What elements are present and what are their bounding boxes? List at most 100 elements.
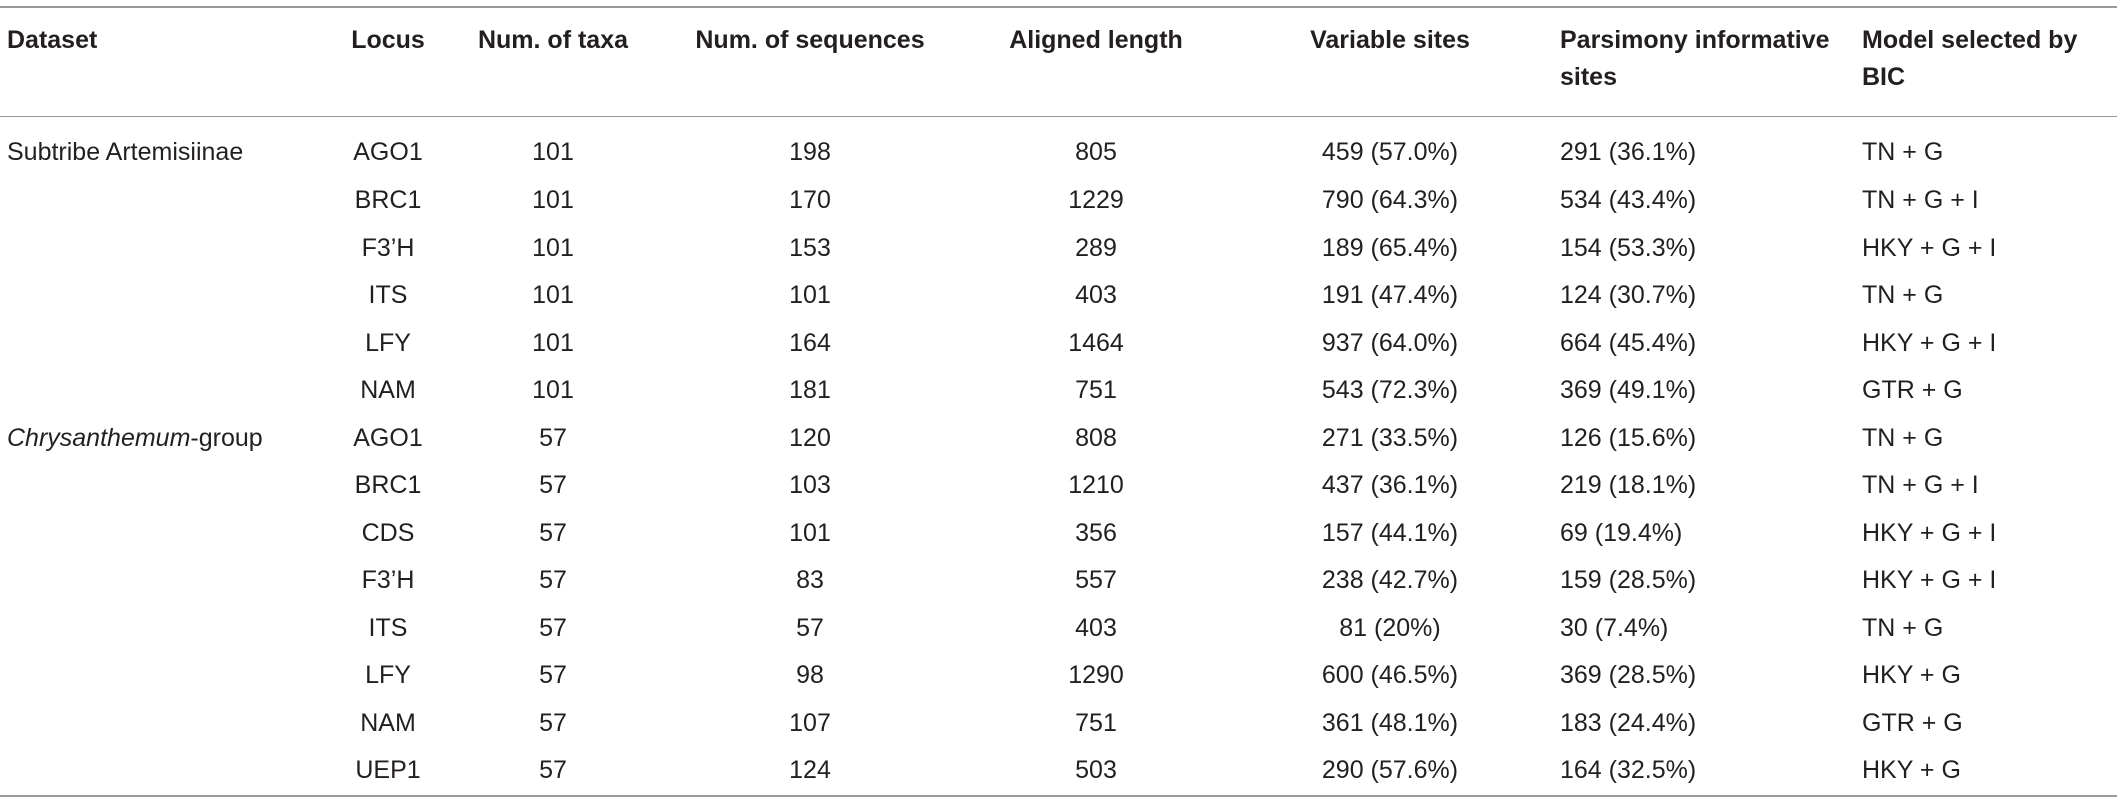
dataset-cell [0, 557, 330, 605]
table-cell: 600 (46.5%) [1321, 661, 1459, 690]
table-cell: 57 [539, 756, 567, 785]
table-row: Subtribe Artemisiinae AGO1 101 198 805 459 (5… [0, 117, 2117, 178]
table-cell: 154 (53.3%) [1560, 233, 1697, 262]
table-row: Chrysanthemum-group AGO1 57 120 808 271 (33.5… [0, 415, 2117, 463]
table-cell: 356 [1075, 518, 1117, 547]
table-cell: TN + G [1862, 423, 1944, 452]
dataset-cell [0, 700, 330, 748]
table-cell: NAM [360, 376, 416, 405]
dataset-cell: Subtribe Artemisiinae [0, 117, 330, 178]
table-cell: 57 [539, 518, 567, 547]
table-cell: 291 (36.1%) [1560, 137, 1697, 166]
dataset-cell [0, 510, 330, 558]
table-cell: GTR + G [1862, 708, 1963, 737]
table-cell: 751 [1075, 708, 1117, 737]
table-cell: 219 (18.1%) [1560, 471, 1697, 500]
column-header: Locus [351, 26, 425, 54]
table-cell: ITS [368, 281, 408, 310]
table-cell: 189 (65.4%) [1321, 233, 1459, 262]
column-header: Num. of sequences [695, 26, 925, 54]
table-cell: BRC1 [354, 186, 422, 215]
table-cell: 751 [1075, 376, 1117, 405]
table-cell: 157 (44.1%) [1321, 518, 1459, 547]
dataset-cell [0, 320, 330, 368]
table-cell: CDS [361, 518, 415, 547]
table-cell: HKY + G + I [1862, 518, 1997, 547]
dataset-cell [0, 462, 330, 510]
table-cell: 69 (19.4%) [1560, 518, 1683, 547]
table-cell: 101 [532, 233, 574, 262]
table-cell: 170 [789, 186, 831, 215]
table-cell: 57 [539, 613, 567, 642]
table-cell: 238 (42.7%) [1321, 566, 1459, 595]
dataset-cell [0, 652, 330, 700]
table-cell: 164 [789, 328, 831, 357]
table-row: BRC1 101 170 1229 790 (64.3%) 534 (43.4%) TN +… [0, 177, 2117, 225]
table-cell: 103 [789, 471, 831, 500]
column-header: Variable sites [1310, 26, 1470, 54]
table-cell: 81 (20%) [1339, 613, 1441, 642]
table-cell: TN + G + I [1862, 471, 1979, 500]
table-cell: 159 (28.5%) [1560, 566, 1697, 595]
table-cell: 937 (64.0%) [1321, 328, 1459, 357]
table-cell: TN + G [1862, 137, 1944, 166]
table-row: NAM 57 107 751 361 (48.1%) 183 (24.4%) GTR + G [0, 700, 2117, 748]
table-cell: F3’H [361, 233, 415, 262]
table-cell: ITS [368, 613, 408, 642]
table-cell: AGO1 [353, 423, 423, 452]
dataset-label: Chrysanthemum [7, 423, 191, 452]
table-row: CDS 57 101 356 157 (44.1%) 69 (19.4%) HKY + G … [0, 510, 2117, 558]
dataset-cell [0, 177, 330, 225]
column-header: Model selected by BIC [1862, 26, 2078, 91]
table-cell: 101 [532, 376, 574, 405]
dataset-label: Subtribe Artemisiinae [7, 137, 244, 166]
column-header: Aligned length [1009, 26, 1183, 54]
dataset-cell [0, 605, 330, 653]
dataset-cell [0, 367, 330, 415]
table-header: Dataset Locus Num. of taxa Num. of sequence… [0, 7, 2117, 117]
table-row: BRC1 57 103 1210 437 (36.1%) 219 (18.1%) TN + … [0, 462, 2117, 510]
table-cell: 57 [539, 661, 567, 690]
table-cell: 459 (57.0%) [1321, 137, 1459, 166]
table-cell: HKY + G + I [1862, 233, 1997, 262]
table-row: NAM 101 181 751 543 (72.3%) 369 (49.1%) GTR + … [0, 367, 2117, 415]
table-cell: 808 [1075, 423, 1117, 452]
table-cell: 124 (30.7%) [1560, 281, 1697, 310]
table-row: ITS 57 57 403 81 (20%) 30 (7.4%) TN + G [0, 605, 2117, 653]
table-cell: 503 [1075, 756, 1117, 785]
table-cell: 101 [532, 328, 574, 357]
table-cell: 107 [789, 708, 831, 737]
dataset-label: -group [190, 423, 263, 452]
table-cell: 120 [789, 423, 831, 452]
table-cell: TN + G [1862, 281, 1944, 310]
table-cell: 369 (49.1%) [1560, 376, 1697, 405]
table-cell: UEP1 [355, 756, 421, 785]
table-cell: 101 [789, 281, 831, 310]
table-row: F3’H 101 153 289 189 (65.4%) 154 (53.3%) HKY +… [0, 225, 2117, 273]
table-cell: 369 (28.5%) [1560, 661, 1697, 690]
table-cell: 164 (32.5%) [1560, 756, 1697, 785]
table-cell: 1229 [1068, 186, 1124, 215]
table-cell: BRC1 [354, 471, 422, 500]
table-cell: 403 [1075, 613, 1117, 642]
table-cell: F3’H [361, 566, 415, 595]
table-cell: 181 [789, 376, 831, 405]
table-cell: HKY + G + I [1862, 566, 1997, 595]
table-cell: NAM [360, 708, 416, 737]
table-cell: 83 [796, 566, 824, 595]
table-cell: HKY + G + I [1862, 328, 1997, 357]
dataset-cell [0, 272, 330, 320]
table-cell: TN + G + I [1862, 186, 1979, 215]
table-row: F3’H 57 83 557 238 (42.7%) 159 (28.5%) HKY + G… [0, 557, 2117, 605]
table-cell: HKY + G [1862, 756, 1961, 785]
table-cell: 183 (24.4%) [1560, 708, 1697, 737]
table-cell: 101 [532, 186, 574, 215]
table-cell: 534 (43.4%) [1560, 186, 1697, 215]
header-row: Dataset Locus Num. of taxa Num. of sequence… [0, 7, 2117, 117]
table-cell: 57 [539, 566, 567, 595]
table-cell: 57 [539, 471, 567, 500]
table-cell: 403 [1075, 281, 1117, 310]
column-header: Dataset [7, 26, 98, 54]
table-cell: 557 [1075, 566, 1117, 595]
table-cell: 289 [1075, 233, 1117, 262]
